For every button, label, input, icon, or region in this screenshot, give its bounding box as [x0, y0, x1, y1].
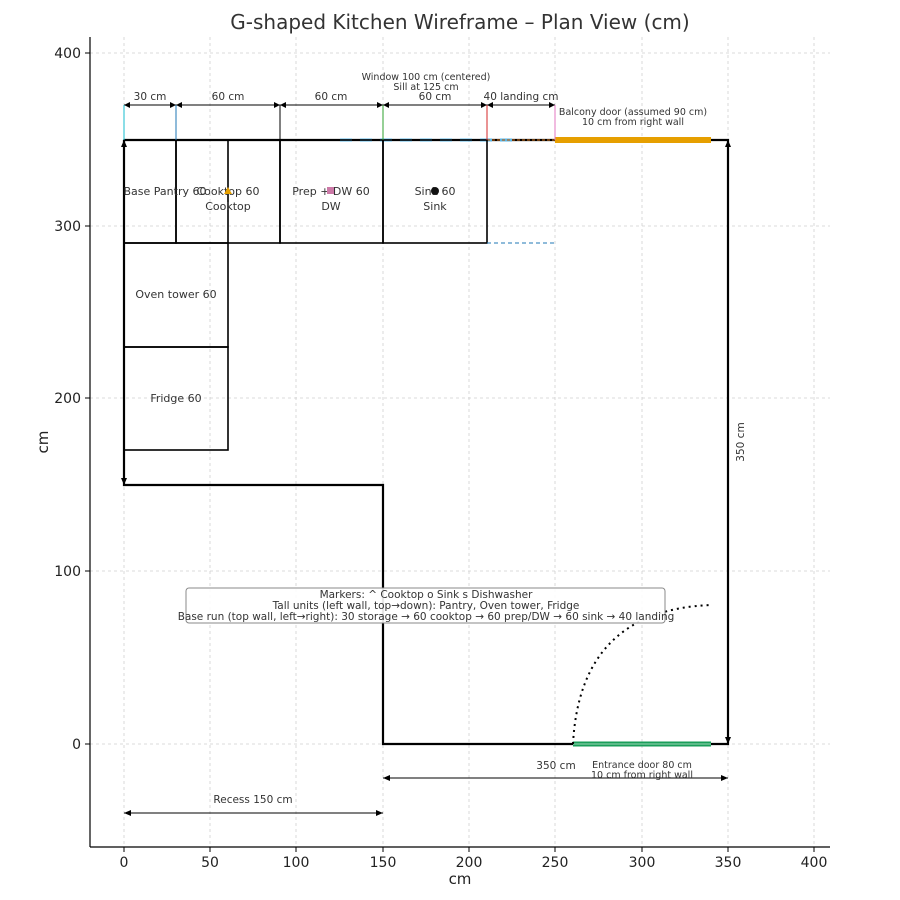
x-tick-labels: 0 50 100 150 200 250 300 350 400 [120, 855, 828, 871]
x-tick-label: 300 [629, 855, 656, 871]
x-tick-label: 0 [120, 855, 129, 871]
label-fridge: Fridge 60 [150, 392, 201, 405]
grid [90, 37, 830, 847]
arrowheads [121, 102, 731, 816]
y-tick-label: 0 [72, 737, 81, 753]
label-sink: Sink [423, 200, 447, 213]
entrance-annotation: Entrance door 80 cm [592, 760, 692, 771]
legend-box: Markers: ^ Cooktop o Sink s Dishwasher T… [178, 587, 675, 624]
dishwasher-marker-icon [327, 187, 334, 194]
x-tick-label: 100 [283, 855, 310, 871]
dim-60-cooktop: 60 cm [212, 91, 245, 103]
y-tick-label: 400 [54, 46, 81, 62]
dim-60-prep: 60 cm [315, 91, 348, 103]
axes [85, 37, 830, 852]
window-sill-annotation: Sill at 125 cm [393, 82, 458, 93]
entrance-offset-annotation: 10 cm from right wall [591, 770, 693, 781]
x-tick-label: 400 [801, 855, 828, 871]
sink-marker-icon [431, 187, 439, 195]
door-swing-arc [572, 604, 712, 745]
legend-line-2: Tall units (left wall, top→down): Pantry… [272, 600, 580, 612]
x-axis-label: cm [449, 870, 472, 888]
balcony-offset-annotation: 10 cm from right wall [582, 117, 684, 128]
cabinet-sink [382, 139, 488, 244]
y-axis-label: cm [34, 431, 52, 454]
top-dimensions: 30 cm 60 cm 60 cm 60 cm 40 landing cm [123, 91, 559, 140]
figure-title: G-shaped Kitchen Wireframe – Plan View (… [230, 10, 689, 34]
dim-bottom-350: 350 cm [536, 760, 575, 772]
x-tick-label: 250 [542, 855, 569, 871]
label-oven-tower: Oven tower 60 [135, 288, 216, 301]
dim-right-350: 350 cm [735, 422, 747, 461]
dim-40-landing: 40 landing cm [484, 91, 559, 103]
tall-units [123, 242, 229, 451]
label-cooktop: Cooktop [205, 200, 251, 213]
window-annotation: Window 100 cm (centered) [362, 72, 491, 83]
x-tick-label: 50 [201, 855, 219, 871]
dim-recess: Recess 150 cm [213, 794, 292, 806]
legend-line-3: Base run (top wall, left→right): 30 stor… [178, 611, 675, 623]
x-tick-label: 150 [370, 855, 397, 871]
legend-line-1: Markers: ^ Cooktop o Sink s Dishwasher [320, 589, 534, 601]
label-dw: DW [321, 200, 340, 213]
y-tick-label: 100 [54, 564, 81, 580]
room-walls [122, 138, 730, 746]
x-tick-label: 350 [715, 855, 742, 871]
balcony-annotation: Balcony door (assumed 90 cm) [559, 107, 707, 118]
y-tick-label: 300 [54, 219, 81, 235]
y-tick-labels: 0 100 200 300 400 [54, 46, 81, 753]
dim-30: 30 cm [134, 91, 167, 103]
x-tick-label: 200 [456, 855, 483, 871]
y-tick-label: 200 [54, 391, 81, 407]
cooktop-marker-icon [224, 187, 232, 194]
label-base-pantry: Base Pantry 60 [124, 185, 207, 198]
dim-60-sink: 60 cm [419, 91, 452, 103]
